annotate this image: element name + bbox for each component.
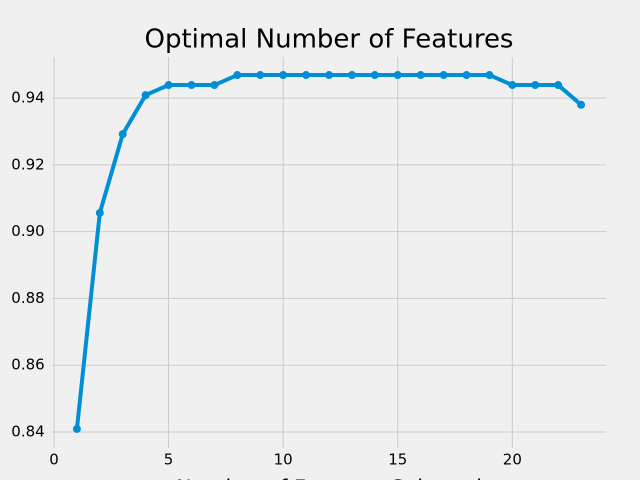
x-tick-label: 10 (274, 451, 293, 469)
point (164, 81, 173, 90)
point (95, 208, 104, 217)
chart-title: Optimal Number of Features (145, 25, 514, 55)
point (508, 81, 517, 90)
y-tick-label: 0.86 (11, 356, 44, 374)
point (439, 71, 448, 80)
point (118, 130, 127, 139)
y-tick-label: 0.92 (11, 155, 44, 173)
point (256, 71, 265, 80)
x-axis-label: Number of Features Selected (176, 476, 482, 480)
point (416, 71, 425, 80)
point (302, 71, 311, 80)
point (72, 424, 81, 433)
y-tick-label: 0.88 (11, 289, 44, 307)
point (141, 91, 150, 100)
point (347, 71, 356, 80)
point (187, 81, 196, 90)
point (233, 71, 242, 80)
y-tick-label: 0.90 (11, 222, 44, 240)
x-tick-label: 0 (49, 451, 59, 469)
point (554, 81, 563, 90)
x-tick-label: 5 (164, 451, 174, 469)
x-tick-label: 15 (388, 451, 407, 469)
point (531, 81, 540, 90)
point (462, 71, 471, 80)
point (210, 81, 219, 90)
point (370, 71, 379, 80)
x-tick-label: 20 (503, 451, 522, 469)
point (485, 71, 494, 80)
point (325, 71, 333, 80)
point (279, 71, 288, 80)
point (393, 71, 402, 80)
point (577, 100, 586, 109)
y-tick-label: 0.94 (11, 89, 44, 107)
y-tick-label: 0.84 (11, 422, 44, 440)
